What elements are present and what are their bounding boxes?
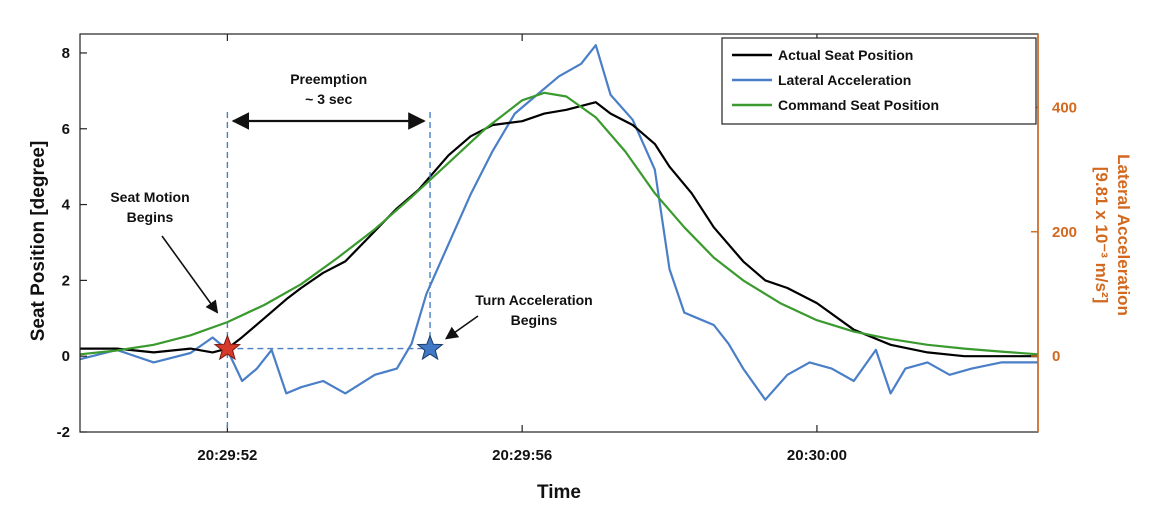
- legend: Actual Seat Position Lateral Acceleration…: [721, 37, 1037, 125]
- y-right-axis-title-line1: Lateral Acceleration: [1114, 154, 1133, 316]
- series-line-command-seat-position: [79, 91, 1039, 356]
- seat-motion-label-line1: Seat Motion: [110, 189, 189, 205]
- plot-area: [79, 44, 1039, 401]
- x-tick-label: 20:29:56: [492, 447, 552, 464]
- axes: 20:29:52 20:29:56 20:30:00 -2 0 2 4 6 8 0 200 400 Ti…: [28, 33, 1133, 503]
- y-right-tick-label: 400: [1052, 99, 1077, 116]
- turn-accel-arrow: [444, 315, 479, 340]
- seat-motion-star-icon: [213, 334, 242, 361]
- turn-acceleration-star-icon: [416, 334, 444, 361]
- y-left-tick-label: 0: [62, 348, 70, 365]
- seat-motion-label-line2: Begins: [127, 209, 174, 225]
- legend-label: Command Seat Position: [778, 97, 939, 113]
- annotations: Preemption ~ 3 sec Seat Motion Begins Turn A…: [110, 71, 593, 432]
- y-right-tick-label: 0: [1052, 348, 1060, 365]
- y-left-tick-label: 8: [62, 45, 70, 62]
- x-tick-label: 20:30:00: [787, 447, 847, 464]
- x-axis-title: Time: [537, 482, 581, 503]
- turn-accel-label-line1: Turn Acceleration: [475, 292, 592, 308]
- y-right-tick-label: 200: [1052, 224, 1077, 241]
- preemption-label-line1: Preemption: [290, 71, 367, 87]
- legend-label: Lateral Acceleration: [778, 72, 911, 88]
- series-line-actual-seat-position: [80, 101, 1038, 358]
- seat-motion-arrow: [161, 235, 219, 314]
- turn-accel-label-line2: Begins: [511, 312, 558, 328]
- x-tick-label: 20:29:52: [197, 447, 257, 464]
- y-left-tick-label: 4: [62, 197, 71, 214]
- y-left-tick-label: -2: [57, 424, 70, 441]
- y-left-tick-label: 2: [62, 272, 70, 289]
- y-left-axis-title: Seat Position [degree]: [28, 141, 49, 342]
- y-left-tick-label: 6: [62, 121, 70, 138]
- preemption-label-line2: ~ 3 sec: [305, 91, 352, 107]
- y-right-axis-title-line2: [9.81 x 10⁻³ m/s²]: [1092, 167, 1111, 304]
- legend-label: Actual Seat Position: [778, 47, 913, 63]
- legend-box: [721, 37, 1037, 125]
